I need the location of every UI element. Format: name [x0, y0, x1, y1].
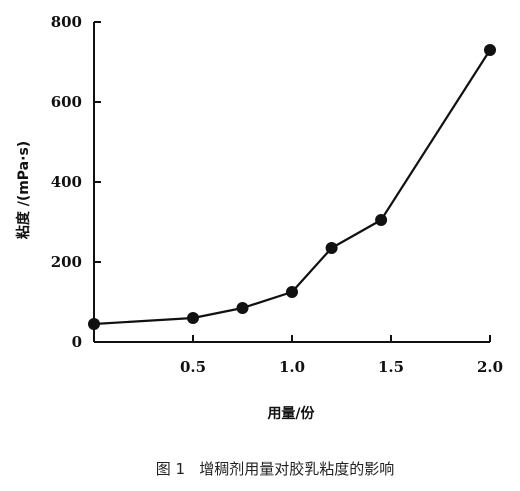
- y-tick-label: 600: [51, 93, 82, 111]
- series-layer: [88, 44, 496, 330]
- y-tick-label: 800: [51, 13, 82, 31]
- x-tick-label: 0.5: [180, 358, 206, 376]
- x-tick-label: 1.5: [378, 358, 404, 376]
- figure-caption: 图 1 增稠剂用量对胶乳粘度的影响: [156, 460, 395, 478]
- data-point: [286, 286, 298, 298]
- series-line: [93, 49, 491, 326]
- x-axis-ticks: 0.5 1.0 1.5 2.0: [180, 335, 503, 376]
- y-tick-label: 0: [72, 333, 82, 351]
- x-tick-label: 1.0: [279, 358, 305, 376]
- x-axis-title: 用量/份: [267, 405, 315, 422]
- y-tick-label: 200: [51, 253, 82, 271]
- y-axis-ticks: 0 200 400 600 800: [51, 13, 101, 351]
- y-axis-title: 粘度 /(mPa·s): [15, 141, 32, 239]
- y-tick-label: 400: [51, 173, 82, 191]
- data-point: [187, 312, 199, 324]
- data-point: [484, 44, 496, 56]
- data-point: [88, 318, 100, 330]
- data-point: [236, 302, 249, 314]
- data-point: [325, 242, 338, 254]
- x-tick-label: 2.0: [477, 358, 503, 376]
- plot-area: 0 200 400 600 800 0.5 1.0 1.5 2.0: [51, 13, 503, 376]
- data-point: [375, 214, 388, 226]
